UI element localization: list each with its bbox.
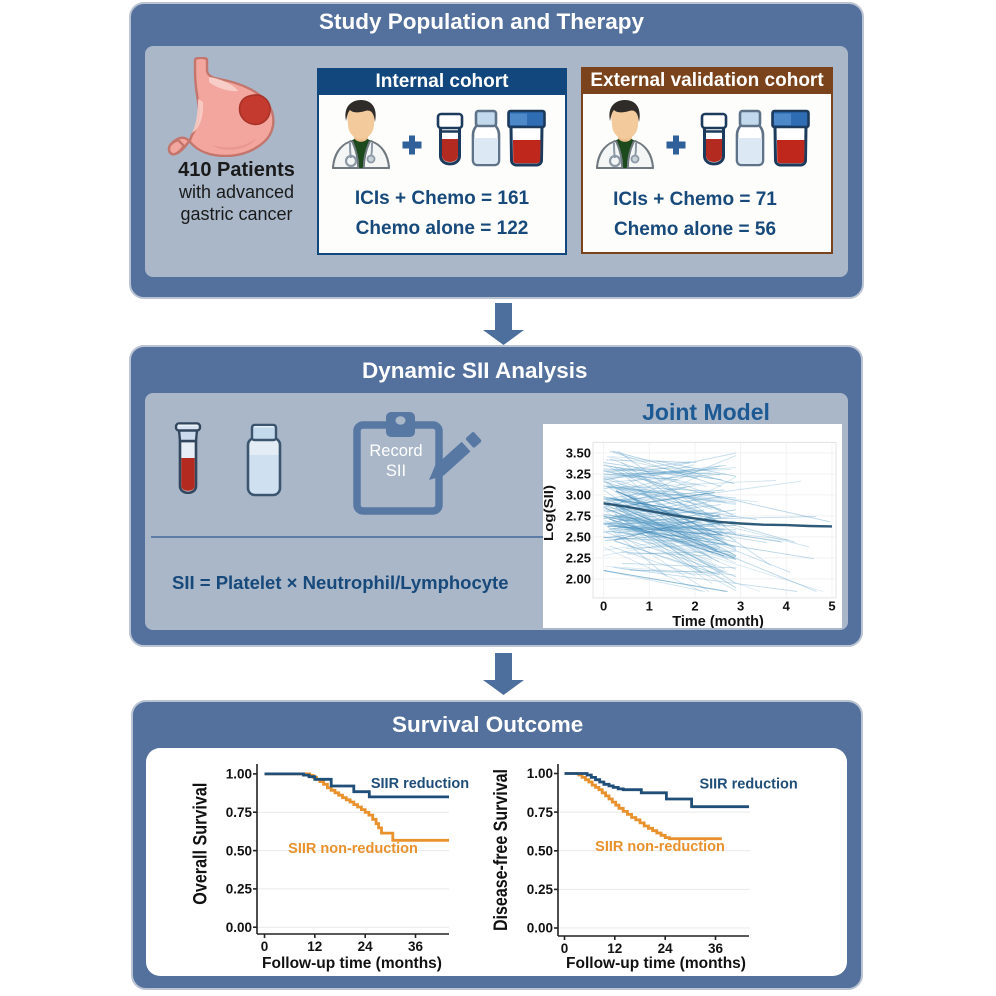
svg-text:2.00: 2.00 [566,572,591,587]
svg-text:Follow-up time (months): Follow-up time (months) [566,955,746,972]
svg-text:0.25: 0.25 [527,882,554,897]
svg-text:0.00: 0.00 [527,921,553,936]
svg-text:Follow-up time (months): Follow-up time (months) [262,955,442,972]
svg-text:3.50: 3.50 [566,446,591,461]
svg-text:3.25: 3.25 [566,467,591,482]
svg-text:24: 24 [358,939,374,954]
svg-text:Time (month): Time (month) [672,614,764,628]
svg-text:0: 0 [561,941,569,956]
svg-text:0: 0 [261,939,269,954]
svg-text:2.50: 2.50 [566,530,591,545]
svg-text:Log(SII): Log(SII) [543,485,556,541]
svg-text:1: 1 [646,599,653,614]
svg-text:0: 0 [600,599,607,614]
svg-text:36: 36 [708,941,724,956]
svg-text:4: 4 [783,599,791,614]
svg-text:2: 2 [691,599,698,614]
svg-text:12: 12 [307,939,322,954]
svg-text:3.00: 3.00 [566,488,591,503]
svg-text:0.50: 0.50 [226,843,252,858]
svg-text:Disease-free Survival: Disease-free Survival [490,769,512,931]
svg-text:24: 24 [658,941,674,956]
svg-text:2.75: 2.75 [566,509,591,524]
svg-text:SIIR reduction: SIIR reduction [699,777,797,793]
svg-text:SIIR non-reduction: SIIR non-reduction [595,839,725,855]
svg-text:1.00: 1.00 [527,766,553,781]
svg-text:0.25: 0.25 [226,882,253,897]
svg-text:12: 12 [607,941,622,956]
svg-text:SIIR reduction: SIIR reduction [371,776,469,792]
svg-text:0.75: 0.75 [527,805,554,820]
svg-text:2.25: 2.25 [566,551,591,566]
svg-text:3: 3 [737,599,744,614]
svg-text:0.75: 0.75 [226,805,253,820]
svg-text:0.50: 0.50 [527,844,553,859]
svg-text:1.00: 1.00 [226,767,252,782]
svg-text:Overall Survival: Overall Survival [190,783,212,905]
svg-text:36: 36 [408,939,424,954]
svg-text:SIIR non-reduction: SIIR non-reduction [288,841,418,857]
svg-text:0.00: 0.00 [226,920,252,935]
svg-text:5: 5 [828,599,835,614]
